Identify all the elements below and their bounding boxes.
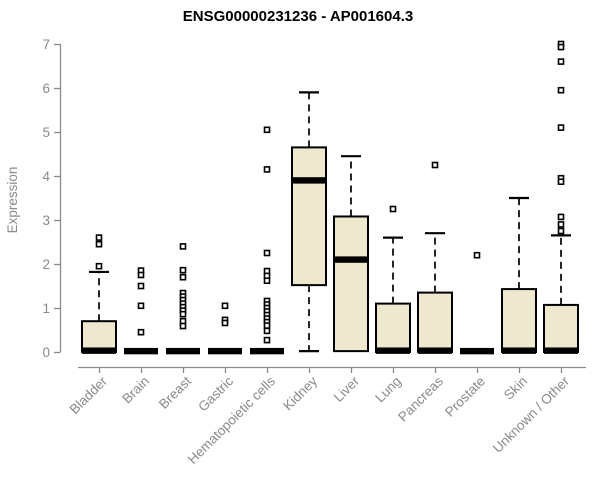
outlier-point [137,271,145,279]
outlier-point [263,277,271,285]
outlier-point [221,319,229,327]
y-tick-label: 1 [42,301,50,316]
y-tick-label: 5 [42,125,50,140]
boxplot-breast [166,243,200,355]
x-tick-label: Brain [119,374,152,407]
outlier-point [473,251,481,259]
iqr-box [81,320,117,354]
y-tick-label: 6 [42,81,50,96]
boxplot-hematopoietic-cells [250,126,284,355]
outlier-point [179,273,187,281]
y-axis-label: Expression [5,167,20,234]
iqr-box [291,146,327,287]
x-tick-label: Unknown / Other [490,373,573,456]
outlier-point [179,322,187,330]
boxplot-gastric [208,302,242,355]
outlier-point [179,266,187,274]
boxplot-skin [501,196,537,354]
outlier-point [557,213,565,221]
outlier-point [179,310,187,318]
outlier-point [557,221,565,228]
outlier-point [263,249,271,257]
outlier-point [557,124,565,131]
outlier-point [557,58,565,65]
outlier-point [137,328,145,336]
y-tick-label: 3 [42,213,50,228]
iqr-box [333,215,369,353]
x-tick-label: Breast [156,373,194,411]
outlier-point [263,336,271,344]
x-tick-label: Lung [372,374,404,406]
median-bar [502,347,536,354]
outlier-point [431,161,439,169]
boxplot-prostate [460,251,494,355]
outlier-point [95,262,103,270]
outlier-point [263,126,271,134]
outlier-point [263,166,271,173]
median-bar [334,256,368,263]
outlier-point [95,240,103,248]
median-bar [418,347,452,354]
iqr-box [417,291,453,354]
median-bar [250,347,284,355]
median-bar [544,347,578,354]
median-bar [460,347,494,355]
outlier-point [221,302,229,310]
x-tick-label: Prostate [442,374,488,420]
iqr-box [543,303,579,354]
outlier-point [137,282,145,290]
outlier-point [557,43,565,51]
boxplot-kidney [291,91,327,353]
boxplot-lung [375,205,411,354]
outlier-point [389,205,397,213]
outlier-point [557,227,565,235]
boxplot-pancreas [417,161,453,354]
outlier-point [557,86,565,94]
x-tick-label: Gastric [195,373,236,414]
outlier-point [263,327,271,335]
boxplot-unknown-other [543,40,579,354]
boxplot-liver [333,155,369,353]
y-tick-label: 7 [42,37,50,52]
median-bar [208,347,242,355]
boxplot-groups [81,40,579,355]
outlier-point [137,302,145,310]
y-tick-label: 4 [42,169,50,184]
median-bar [376,347,410,354]
x-tick-label: Pancreas [395,373,446,424]
iqr-box [375,302,411,354]
chart-title: ENSG00000231236 - AP001604.3 [183,8,413,25]
median-bar [166,347,200,355]
median-bar [124,347,158,355]
outlier-point [179,243,187,250]
boxplot-bladder [81,234,117,354]
boxplot-brain [124,267,158,355]
x-tick-label: Skin [501,374,530,403]
y-tick-label: 2 [42,257,50,272]
outlier-point [557,178,565,186]
y-tick-label: 0 [42,345,50,360]
x-tick-label: Kidney [280,373,320,413]
x-tick-label: Liver [331,373,363,405]
outlier-point [95,234,103,241]
median-bar [82,347,116,354]
iqr-box [501,288,537,353]
outlier-point [263,322,271,329]
median-bar [292,177,326,184]
x-tick-label: Bladder [67,373,111,417]
